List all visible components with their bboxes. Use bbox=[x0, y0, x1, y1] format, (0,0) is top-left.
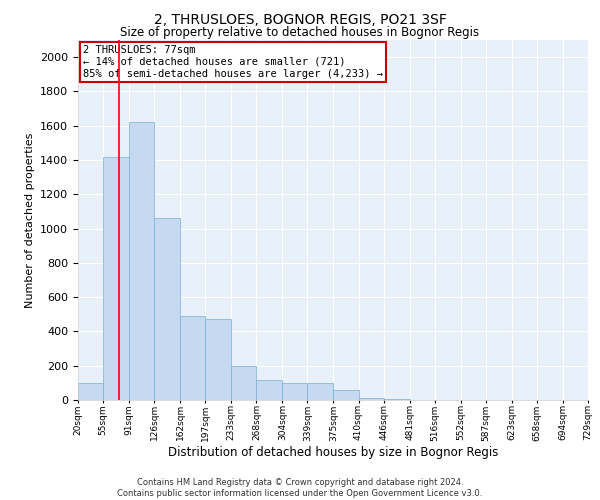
Bar bbox=[180, 316, 205, 400]
Bar bbox=[231, 366, 256, 400]
Text: Contains HM Land Registry data © Crown copyright and database right 2024.
Contai: Contains HM Land Registry data © Crown c… bbox=[118, 478, 482, 498]
Bar bbox=[103, 156, 129, 400]
Bar bbox=[282, 383, 307, 400]
Text: 2 THRUSLOES: 77sqm
← 14% of detached houses are smaller (721)
85% of semi-detach: 2 THRUSLOES: 77sqm ← 14% of detached hou… bbox=[83, 46, 383, 78]
Bar bbox=[205, 320, 231, 400]
Bar bbox=[307, 383, 334, 400]
Bar bbox=[256, 380, 282, 400]
Bar bbox=[359, 398, 385, 400]
Bar bbox=[334, 390, 359, 400]
Bar bbox=[154, 218, 180, 400]
Bar bbox=[385, 399, 410, 400]
X-axis label: Distribution of detached houses by size in Bognor Regis: Distribution of detached houses by size … bbox=[168, 446, 498, 459]
Text: Size of property relative to detached houses in Bognor Regis: Size of property relative to detached ho… bbox=[121, 26, 479, 39]
Bar bbox=[129, 122, 154, 400]
Y-axis label: Number of detached properties: Number of detached properties bbox=[25, 132, 35, 308]
Text: 2, THRUSLOES, BOGNOR REGIS, PO21 3SF: 2, THRUSLOES, BOGNOR REGIS, PO21 3SF bbox=[154, 12, 446, 26]
Bar bbox=[78, 383, 103, 400]
